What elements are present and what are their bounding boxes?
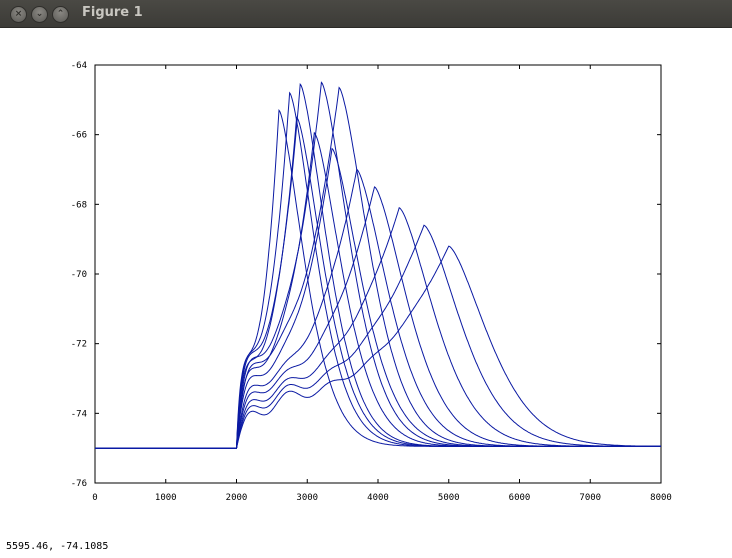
minimize-icon[interactable]: ⌄	[31, 6, 48, 23]
x-tick-label: 1000	[155, 493, 177, 503]
trace-line-13	[95, 245, 661, 449]
x-tick-label: 4000	[367, 493, 389, 503]
x-tick-label: 8000	[650, 493, 672, 503]
title-bar[interactable]: × ⌄ ⌃ Figure 1	[0, 0, 732, 28]
y-tick-label: -68	[71, 200, 87, 210]
maximize-icon[interactable]: ⌃	[52, 6, 69, 23]
line-chart[interactable]: 0 1000 2000 3000 4000 5000 6000 7000 8000 -64 -66 -…	[0, 27, 732, 539]
y-tick-label: -64	[71, 61, 87, 71]
cursor-coordinates: 5595.46, -74.1085	[6, 541, 109, 552]
x-tick-label: 6000	[509, 493, 531, 503]
y-tick-label: -74	[71, 409, 87, 419]
x-tick-label: 2000	[226, 493, 248, 503]
x-tick-label: 7000	[579, 493, 601, 503]
y-tick-label: -70	[71, 270, 87, 280]
y-tick-label: -72	[71, 340, 87, 350]
y-tick-label: -66	[71, 131, 87, 141]
close-icon[interactable]: ×	[10, 6, 27, 23]
plot-frame	[94, 64, 662, 484]
x-tick-label: 3000	[296, 493, 318, 503]
window-title: Figure 1	[82, 5, 143, 20]
x-tick-label: 0	[92, 493, 97, 503]
x-tick-label: 5000	[438, 493, 460, 503]
y-tick-label: -76	[71, 479, 87, 489]
